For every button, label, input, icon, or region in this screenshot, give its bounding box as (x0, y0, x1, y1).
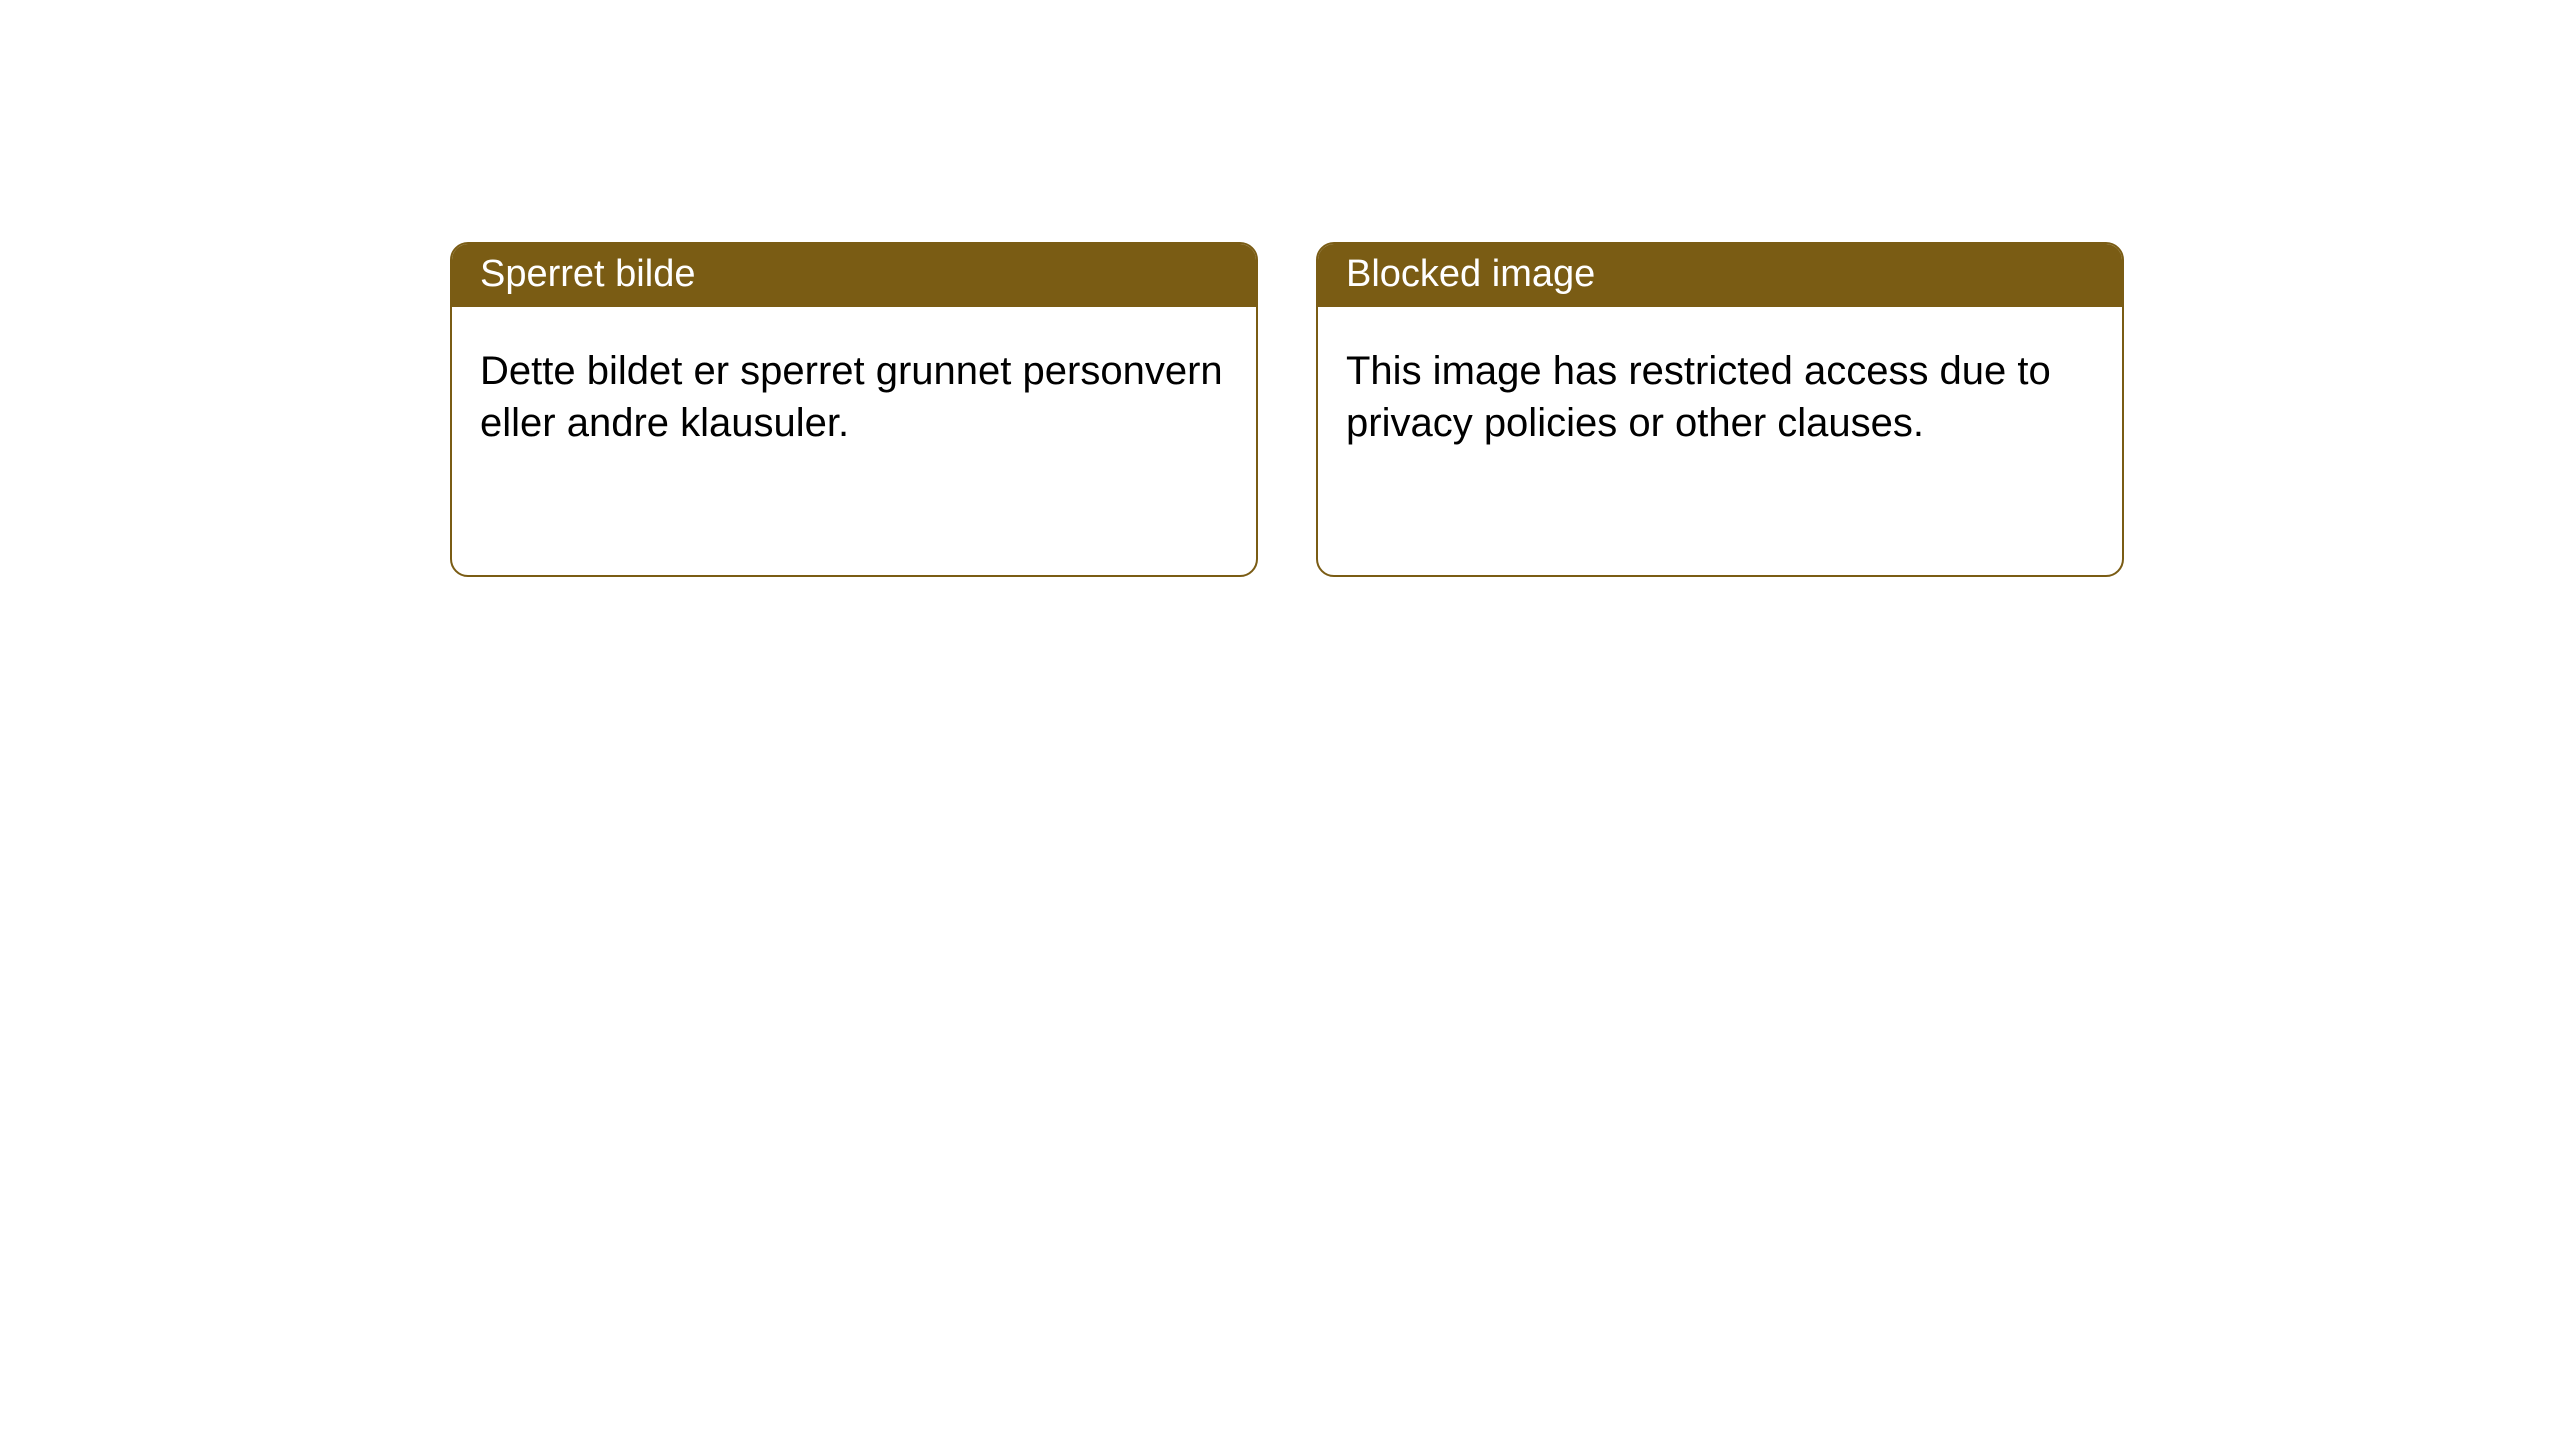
notice-card-norwegian: Sperret bilde Dette bildet er sperret gr… (450, 242, 1258, 577)
notice-header: Blocked image (1318, 244, 2122, 307)
notice-body: This image has restricted access due to … (1318, 307, 2122, 487)
notice-body: Dette bildet er sperret grunnet personve… (452, 307, 1256, 487)
notice-card-english: Blocked image This image has restricted … (1316, 242, 2124, 577)
notice-container: Sperret bilde Dette bildet er sperret gr… (0, 0, 2560, 577)
notice-header: Sperret bilde (452, 244, 1256, 307)
